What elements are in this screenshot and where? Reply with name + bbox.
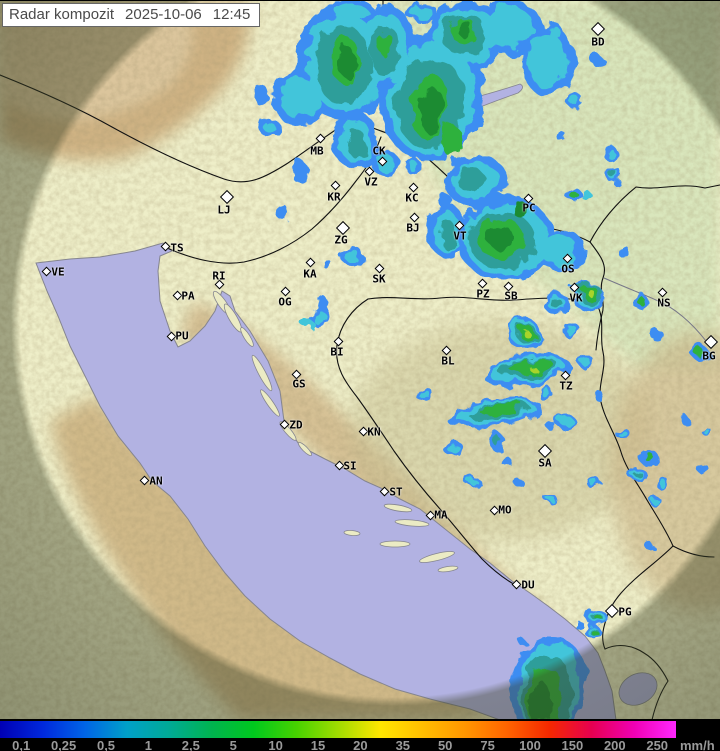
legend-tick-labels: 0,1 0,25 0,5 1 2,5 5 10 15 20 35 50 75 100 150 200 250 [0,738,720,751]
station-marker-tz [560,370,570,380]
legend-tick: 1 [144,738,153,751]
legend-tick: 2,5 [181,738,200,751]
station-label-zg: ZG [334,233,348,247]
station-label-gs: GS [292,377,306,391]
legend-tick: 20 [353,738,368,751]
station-marker-ck [377,156,387,166]
station-label-ka: KA [303,267,317,281]
station-label-ns: NS [657,296,671,310]
station-label-lj: LJ [217,203,231,217]
station-marker-ka [305,257,315,267]
station-label-kc: KC [405,191,419,205]
station-marker-lj [219,189,235,205]
product-date: 2025-10-06 [125,6,202,23]
station-marker-st [379,486,389,496]
station-label-ts: TS [170,241,184,255]
station-label-mo: MO [498,503,512,517]
station-label-bi: BI [330,345,344,359]
station-label-bl: BL [441,354,455,368]
title-box: Radar kompozit 2025-10-06 12:45 [2,3,261,27]
station-label-ck: CK [372,144,386,158]
station-marker-du [511,579,521,589]
station-marker-mb [315,133,325,143]
station-label-sb: SB [504,289,518,303]
station-label-pz: PZ [476,287,490,301]
station-marker-bd [590,21,606,37]
station-marker-an [139,475,149,485]
radar-map: BD MB CK VZ KR KC LJ PC BJ VT ZG TS OS KA SK VE RI PZ VK NS… [0,0,720,719]
station-label-bg: BG [702,349,716,363]
station-marker-bg [703,334,719,350]
station-label-bj: BJ [406,221,420,235]
legend-color-bar [0,721,676,738]
station-label-tz: TZ [559,379,573,393]
legend-tick: 35 [395,738,411,751]
station-label-mb: MB [310,144,324,158]
station-label-ve: VE [51,265,65,279]
legend-tick: 75 [480,738,495,751]
station-label-vt: VT [453,229,467,243]
station-marker-vz [364,166,374,176]
station-label-pc: PC [522,201,536,215]
station-label-si: SI [343,459,357,473]
station-label-kn: KN [367,425,381,439]
legend-unit: mm/h [680,738,715,751]
station-marker-bj [409,212,419,222]
legend-tick: 200 [603,738,626,751]
station-layer: BD MB CK VZ KR KC LJ PC BJ VT ZG TS OS KA SK VE RI PZ VK NS… [0,1,720,719]
station-marker-zd [279,419,289,429]
station-label-vk: VK [569,291,583,305]
legend-tick: 10 [268,738,283,751]
legend-tick: 0,5 [96,738,116,751]
station-marker-ve [41,266,51,276]
station-label-sk: SK [372,272,386,286]
station-marker-kc [408,182,418,192]
legend-tick: 15 [310,738,326,751]
legend-tick: 0,25 [50,738,77,751]
legend-tick: 50 [437,738,453,751]
station-marker-ns [657,287,667,297]
station-marker-bi [333,336,343,346]
station-label-st: ST [389,485,403,499]
legend-tick: 250 [646,738,669,751]
station-label-du: DU [521,578,535,592]
station-label-vz: VZ [364,175,378,189]
station-marker-pg [604,603,620,619]
station-marker-vt [454,220,464,230]
station-label-zd: ZD [289,418,303,432]
station-label-ma: MA [434,508,448,522]
station-label-pg: PG [618,605,632,619]
station-marker-og [280,286,290,296]
station-marker-os [562,253,572,263]
station-marker-bl [441,345,451,355]
product-time: 12:45 [212,6,251,23]
station-marker-vk [569,282,579,292]
station-marker-kr [330,180,340,190]
station-label-os: OS [561,262,575,276]
station-marker-pz [477,278,487,288]
legend-tick: 5 [229,738,237,751]
station-label-sa: SA [538,456,552,470]
station-marker-sk [374,263,384,273]
station-label-bd: BD [591,35,605,49]
legend-tick: 150 [561,738,584,751]
intensity-legend: 0,1 0,25 0,5 1 2,5 5 10 15 20 35 50 75 100 150 200 250 … [0,719,720,751]
legend-tick: 0,1 [12,738,31,751]
station-label-an: AN [149,474,163,488]
station-label-og: OG [278,295,292,309]
product-name: Radar kompozit [9,6,115,23]
station-label-kr: KR [327,190,341,204]
station-label-pu: PU [175,329,189,343]
legend-tick: 100 [519,738,541,751]
station-marker-ts [160,241,170,251]
station-label-ri: RI [212,269,226,283]
station-label-pa: PA [181,289,195,303]
